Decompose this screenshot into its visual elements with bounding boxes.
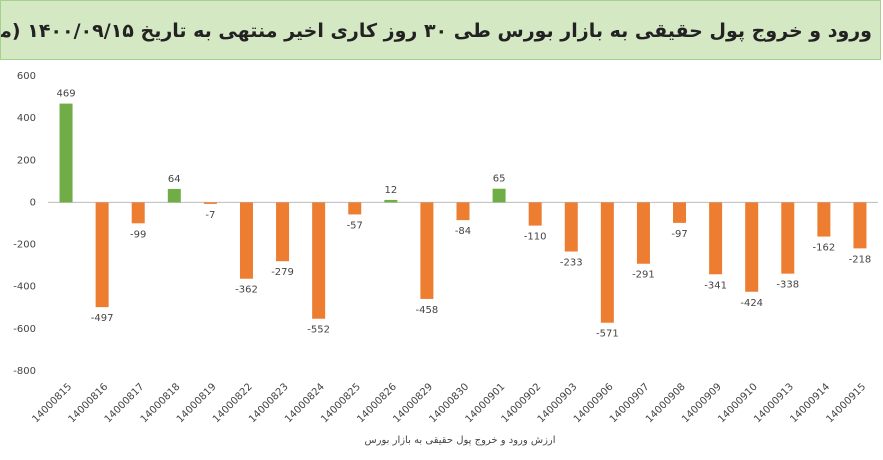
data-label: 65 [493, 174, 506, 185]
bar [167, 188, 181, 203]
bar [781, 202, 795, 274]
y-tick-label: -600 [13, 324, 36, 335]
y-tick-label: 400 [17, 113, 36, 124]
data-label: -338 [776, 280, 799, 291]
x-axis-label: ارزش ورود و خروج پول حقیقی به بازار بورس [364, 435, 555, 446]
data-label: -279 [271, 267, 294, 278]
bar [817, 202, 831, 237]
y-tick-label: 200 [17, 155, 36, 166]
data-label: -362 [235, 285, 258, 296]
y-tick-label: 600 [17, 71, 36, 82]
x-tick-label: 14000915 [824, 381, 868, 425]
data-label: -571 [596, 329, 619, 340]
bar [239, 202, 253, 279]
bar [312, 202, 326, 319]
bar [384, 199, 398, 203]
bar [564, 202, 578, 252]
data-label: -162 [813, 243, 836, 254]
bar [673, 202, 687, 223]
data-label: -424 [740, 298, 763, 309]
data-label: 64 [168, 174, 181, 185]
y-tick-label: -200 [13, 240, 36, 251]
data-label: 469 [56, 89, 75, 100]
data-label: -7 [205, 210, 215, 221]
data-label: -497 [91, 313, 114, 324]
bar [853, 202, 867, 249]
bar [456, 202, 470, 221]
chart: ارزش ورود و خروج پول حقیقی به بازار بورس… [13, 71, 878, 446]
bar [348, 202, 362, 215]
y-tick-label: -400 [13, 282, 36, 293]
y-tick-label: -800 [13, 366, 36, 377]
bar [131, 202, 145, 224]
data-label: -552 [307, 325, 330, 336]
bar [745, 202, 759, 292]
bar [420, 202, 434, 299]
data-label: -233 [560, 258, 583, 269]
bar [492, 188, 506, 203]
data-label: -84 [455, 226, 471, 237]
bar [636, 202, 650, 264]
bar [203, 202, 217, 204]
data-label: -97 [671, 229, 687, 240]
data-label: -341 [704, 280, 727, 291]
data-label: 12 [384, 185, 397, 196]
bar [59, 103, 73, 203]
y-tick-label: 0 [30, 197, 36, 208]
data-label: -291 [632, 270, 655, 281]
data-label: -218 [849, 254, 872, 265]
bar [709, 202, 723, 275]
bar [276, 202, 290, 262]
bar [95, 202, 109, 308]
bar [528, 202, 542, 226]
data-label: -458 [416, 305, 439, 316]
chart-title: ورود و خروج پول حقیقی به بازار بورس طی ۳… [0, 0, 881, 60]
data-label: -57 [347, 220, 363, 231]
bar [600, 202, 614, 323]
data-label: -99 [130, 229, 146, 240]
data-label: -110 [524, 232, 547, 243]
